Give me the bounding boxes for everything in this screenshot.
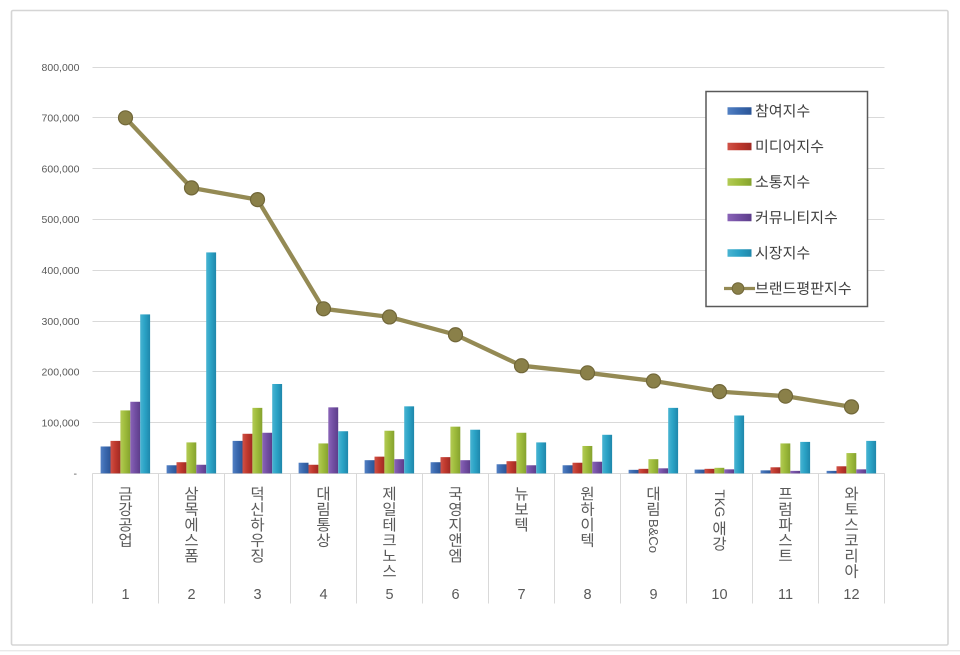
- svg-text:700,000: 700,000: [42, 113, 80, 125]
- svg-text:-: -: [74, 468, 78, 480]
- svg-text:600,000: 600,000: [42, 163, 80, 175]
- svg-text:2: 2: [187, 587, 195, 603]
- svg-text:200,000: 200,000: [42, 367, 80, 379]
- svg-text:TKG: TKG: [712, 490, 727, 518]
- svg-text:9: 9: [649, 587, 657, 603]
- svg-text:400,000: 400,000: [42, 265, 80, 277]
- svg-text:B&Co: B&Co: [646, 519, 661, 553]
- svg-text:11: 11: [778, 587, 793, 603]
- svg-text:4: 4: [319, 587, 327, 603]
- svg-text:800,000: 800,000: [42, 62, 80, 74]
- svg-text:10: 10: [711, 587, 727, 603]
- svg-text:1: 1: [121, 587, 129, 603]
- svg-text:100,000: 100,000: [42, 417, 80, 429]
- svg-text:3: 3: [253, 587, 261, 603]
- svg-text:6: 6: [451, 587, 459, 603]
- svg-text:500,000: 500,000: [42, 214, 80, 226]
- svg-text:12: 12: [843, 587, 859, 603]
- svg-text:8: 8: [583, 587, 591, 603]
- svg-text:5: 5: [385, 587, 393, 603]
- svg-text:7: 7: [517, 587, 525, 603]
- svg-text:300,000: 300,000: [42, 316, 80, 328]
